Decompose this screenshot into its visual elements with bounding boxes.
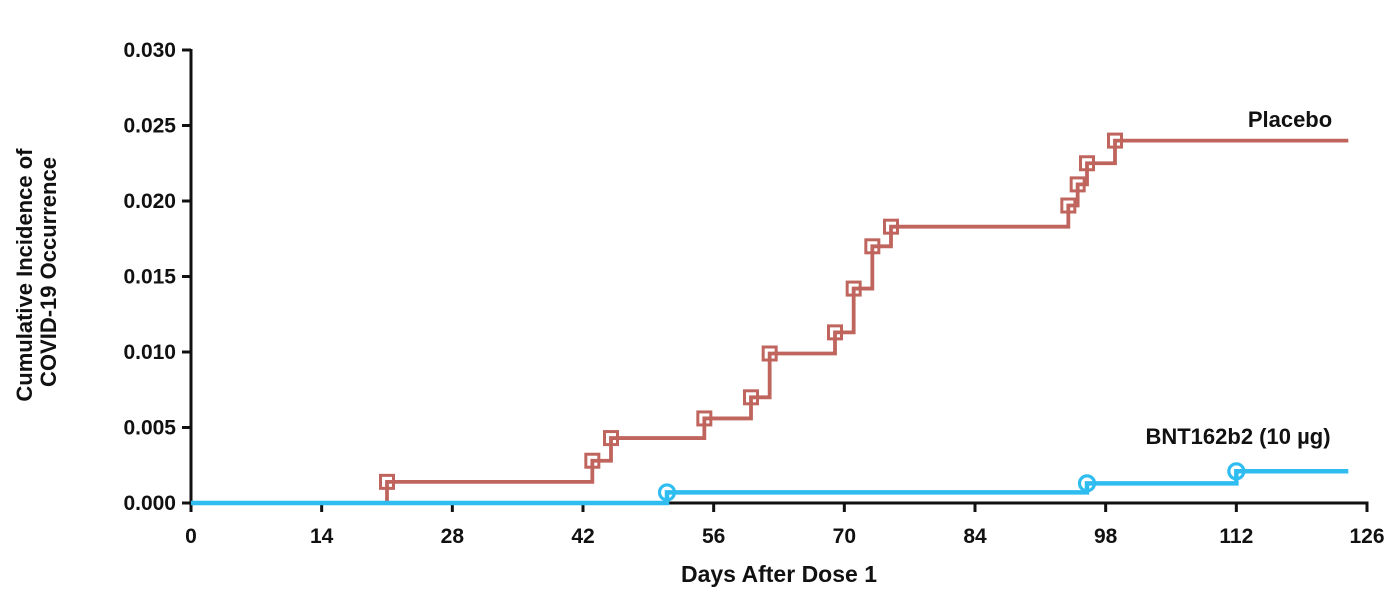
x-tick-label-126: 126: [1349, 525, 1384, 548]
y-axis-title: Cumulative Incidence of COVID-19 Occurre…: [12, 142, 61, 401]
series-label-placebo: Placebo: [1248, 107, 1332, 132]
x-tick-label-0: 0: [185, 525, 197, 548]
placebo-event-marker: [883, 218, 899, 235]
x-axis-title: Days After Dose 1: [681, 561, 877, 587]
bnt162b2-10-g-event-marker: [1227, 462, 1246, 481]
placebo-markers: [379, 132, 1123, 490]
x-tick-label-42: 42: [571, 525, 594, 548]
y-tick-label-0.005: 0.005: [123, 417, 176, 440]
bnt162b2-10-g-curve: [191, 469, 1349, 506]
placebo-event-marker: [864, 238, 881, 255]
placebo-event-marker: [1079, 155, 1095, 172]
x-tick-label-14: 14: [310, 525, 334, 548]
x-tick-label-56: 56: [702, 525, 725, 548]
placebo-event-marker: [743, 389, 759, 406]
y-tick-label-0.030: 0.030: [123, 39, 176, 62]
y-tick-label-0.010: 0.010: [123, 341, 176, 364]
placebo-event-marker: [603, 430, 619, 447]
placebo-event-marker: [761, 345, 778, 362]
x-tick-label-112: 112: [1219, 525, 1253, 548]
series-label-bnt162b2: BNT162b2 (10 µg): [1145, 424, 1330, 449]
placebo-event-marker: [1069, 176, 1086, 193]
series-curves: [191, 132, 1349, 506]
placebo-event-marker: [379, 473, 395, 490]
x-tick-label-28: 28: [441, 525, 465, 548]
placebo-event-marker: [1060, 197, 1077, 214]
placebo-event-marker: [1107, 132, 1123, 149]
y-tick-label-0.000: 0.000: [123, 492, 176, 515]
placebo-event-marker: [696, 410, 713, 427]
placebo-event-marker: [584, 452, 601, 469]
bnt162b2-10-g-markers: [657, 462, 1246, 502]
y-tick-label-0.025: 0.025: [123, 115, 176, 138]
bnt162b2-10-g-event-marker: [1077, 474, 1097, 493]
x-tick-label-98: 98: [1094, 525, 1118, 548]
placebo-curve: [191, 138, 1349, 505]
placebo-event-marker: [827, 324, 843, 341]
y-tick-label-0.015: 0.015: [123, 266, 176, 289]
axes: 0 14 28 42 56 70 84 98 112 126 0.000 0.005 0.010 0.01…: [123, 39, 1384, 548]
y-tick-label-0.020: 0.020: [123, 190, 176, 213]
bnt162b2-10-g-event-marker: [657, 483, 677, 502]
x-tick-label-84: 84: [963, 525, 987, 548]
x-tick-label-70: 70: [833, 525, 856, 548]
placebo-event-marker: [845, 280, 862, 297]
